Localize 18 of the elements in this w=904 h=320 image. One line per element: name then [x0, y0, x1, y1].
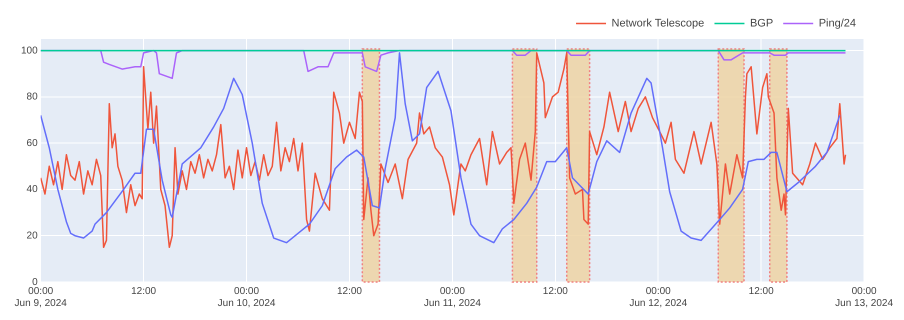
y-tick-label: 40	[26, 184, 38, 196]
x-tick-label: 12:00	[748, 286, 774, 297]
legend-label: BGP	[750, 18, 774, 30]
x-tick-label: 00:00 Jun 11, 2024	[424, 286, 482, 309]
x-tick-label: 12:00	[131, 286, 157, 297]
x-tick-label: 12:00	[336, 286, 362, 297]
x-tick-label: 00:00 Jun 12, 2024	[629, 286, 688, 309]
x-tick-label: 00:00 Jun 9, 2024	[14, 286, 68, 309]
x-tick-label: 00:00 Jun 10, 2024	[218, 286, 276, 309]
y-tick-label: 80	[26, 92, 38, 103]
y-tick-label: 0	[32, 276, 38, 288]
y-tick-label: 20	[26, 230, 38, 242]
x-tick-label: 00:00 Jun 13, 2024	[835, 286, 894, 309]
y-tick-label: 60	[26, 138, 38, 149]
legend-label: Ping/24	[818, 18, 856, 30]
y-tick-label: 100	[20, 45, 38, 56]
x-tick-label: 12:00	[542, 286, 568, 297]
legend-label: Network Telescope	[612, 18, 704, 30]
